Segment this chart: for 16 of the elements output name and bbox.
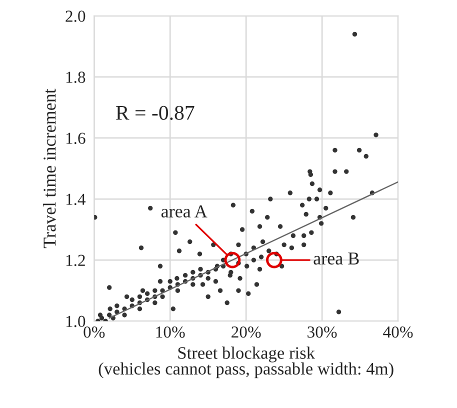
y-axis-title: Travel time increment	[43, 88, 56, 248]
x-tick-label: 30%	[308, 326, 337, 338]
y-tick-label: 1.4	[66, 194, 86, 206]
y-tick-label: 1.0	[66, 316, 86, 328]
y-tick-label: 1.2	[66, 254, 85, 266]
annotation: area B	[314, 252, 359, 265]
x-tick-label: 40%	[383, 326, 413, 338]
y-tick-label: 2.0	[66, 10, 86, 22]
x-axis-title: Street blockage risk (vehicles cannot pass, passable width: 4m)	[98, 346, 394, 378]
y-tick-label: 1.6	[66, 132, 86, 144]
y-tick-label: 1.8	[66, 72, 86, 83]
x-tick-label: 10%	[156, 326, 185, 338]
annotation: area A	[161, 205, 208, 218]
x-tick-label: 0%	[84, 326, 105, 338]
annotation: R = -0.87	[116, 106, 194, 120]
x-tick-label: 20%	[232, 326, 261, 338]
